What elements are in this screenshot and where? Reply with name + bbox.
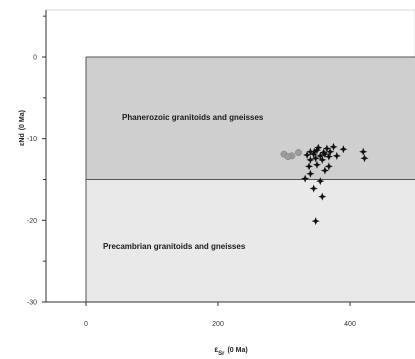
data-point-star [318,192,327,201]
data-point-star [360,154,369,163]
y-tick-label: -20 [27,218,37,225]
y-axis-label: εNd (0 Ma) [19,110,26,146]
region-label-precambrian: Precambrian granitoids and gneisses [103,242,246,251]
data-point-star [313,160,321,169]
axes: 0 -10 -20 -30 0 200 400 [27,10,415,328]
region-phanerozoic [86,57,415,180]
data-point-star [311,217,320,226]
data-point-star [309,184,318,193]
data-point-star [310,147,319,156]
region-label-phanerozoic: Phanerozoic granitoids and gneisses [122,113,264,122]
data-point-star [339,145,348,154]
x-axis-label: εSr (0 Ma) [214,345,247,357]
data-point-star [322,144,331,153]
data-point-star [313,146,321,155]
data-point-star [311,154,320,163]
region-precambrian [86,179,415,302]
x-tick-label: 0 [84,321,88,328]
data-points [280,142,369,226]
data-point-star [306,155,315,164]
data-point-star [320,166,329,175]
data-point-star [316,151,325,160]
x-axis-label-main: ε [214,345,218,354]
data-point-star [303,151,312,159]
data-point-star [306,169,315,178]
data-point-star [318,155,327,164]
data-point-star [332,151,341,160]
y-tick-label: -30 [27,300,37,307]
data-point-circle [295,149,302,157]
data-point-star [319,148,328,157]
y-axis-label-main: εNd [19,133,26,146]
y-axis-label-tail: (0 Ma) [19,110,26,130]
y-tick-label: 0 [33,55,37,62]
data-point-star [329,142,338,151]
y-tick-label: -10 [27,136,37,143]
data-point-star [324,152,333,161]
classification-regions: Phanerozoic granitoids and gneisses Preca… [85,56,415,302]
data-point-star [316,177,325,186]
data-point-star [359,147,368,156]
data-point-star [309,150,318,159]
x-axis-label-tail: (0 Ma) [227,347,247,354]
data-point-circle [284,153,292,161]
data-point-star [301,174,310,183]
x-tick-label: 200 [212,321,224,328]
x-axis-label-sub: Sr [218,351,225,357]
data-point-star [320,150,329,159]
data-point-star [314,143,323,152]
data-point-star [324,162,333,171]
data-point-star [305,162,314,171]
x-tick-label: 400 [344,321,356,328]
data-point-star [326,147,335,156]
